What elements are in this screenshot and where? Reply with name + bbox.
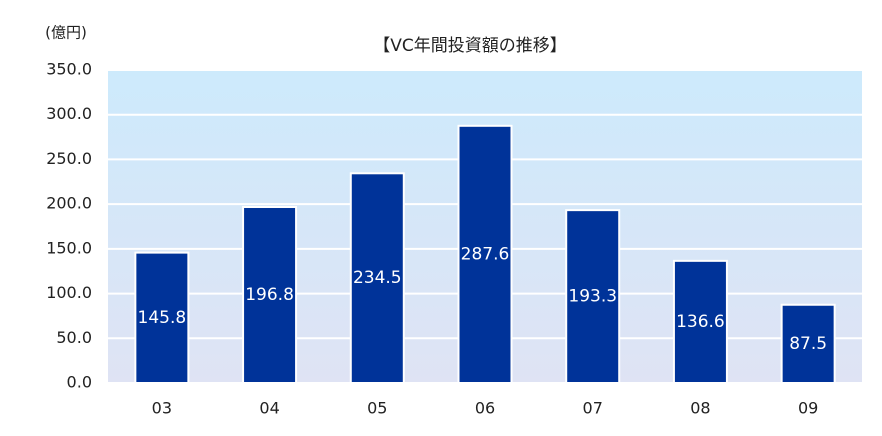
value-label: 145.8 [138, 308, 187, 328]
x-tick-label: 03 [152, 399, 172, 418]
x-tick-label: 08 [690, 399, 710, 418]
value-label: 136.6 [676, 312, 725, 332]
value-label: 87.5 [789, 334, 827, 354]
y-tick-label: 150.0 [46, 238, 92, 257]
chart-title: 【VC年間投資額の推移】 [373, 36, 567, 56]
value-label: 193.3 [568, 287, 617, 307]
bar [134, 251, 190, 384]
y-tick-label: 100.0 [46, 283, 92, 302]
y-tick-label: 300.0 [46, 104, 92, 123]
bar [672, 259, 728, 385]
x-tick-label: 07 [583, 399, 603, 418]
bar [780, 303, 836, 384]
x-tick-label: 04 [259, 399, 279, 418]
value-label: 287.6 [461, 244, 510, 264]
y-tick-label: 350.0 [46, 60, 92, 79]
bar [457, 124, 513, 384]
x-tick-label: 09 [798, 399, 818, 418]
bar [565, 209, 621, 384]
bar [242, 206, 298, 384]
value-label: 234.5 [353, 268, 402, 288]
y-tick-label: 0.0 [67, 373, 92, 392]
y-axis-label: (億円) [45, 24, 87, 42]
value-label: 196.8 [245, 285, 294, 305]
y-tick-label: 200.0 [46, 194, 92, 213]
x-tick-label: 06 [475, 399, 495, 418]
bar [349, 172, 405, 384]
y-tick-label: 250.0 [46, 149, 92, 168]
y-tick-label: 50.0 [56, 328, 92, 347]
x-tick-label: 05 [367, 399, 387, 418]
